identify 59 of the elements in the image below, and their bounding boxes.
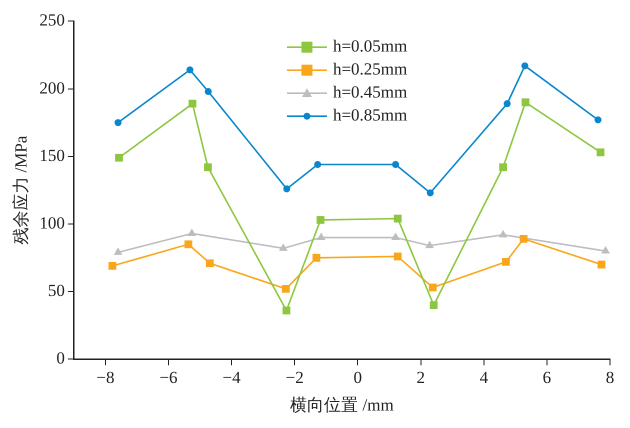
y-axis-title: 残余应力 /MPa — [12, 135, 31, 245]
point — [391, 232, 400, 240]
x-tick-label: 4 — [480, 368, 489, 387]
legend-label: h=0.25mm — [332, 60, 408, 79]
point — [206, 259, 214, 268]
y-tick-label: 200 — [39, 78, 65, 98]
point — [598, 260, 606, 268]
x-tick-label: 6 — [542, 368, 552, 387]
point — [314, 161, 322, 168]
point — [282, 306, 290, 314]
point — [392, 161, 400, 168]
point — [312, 254, 320, 262]
point — [114, 247, 122, 255]
point — [425, 240, 434, 248]
legend-label: h=0.45mm — [332, 82, 408, 102]
point — [394, 214, 402, 222]
point — [594, 116, 602, 124]
y-tick-label: 150 — [39, 146, 65, 165]
x-tick-label: −4 — [222, 368, 242, 387]
point — [316, 216, 324, 224]
point — [283, 185, 290, 192]
y-tick-label: 0 — [56, 348, 65, 368]
point — [204, 163, 212, 172]
x-tick-label: 8 — [606, 368, 614, 387]
point — [502, 258, 510, 266]
point — [430, 301, 438, 310]
point — [114, 119, 122, 126]
point — [115, 154, 123, 162]
point — [204, 88, 212, 96]
x-axis-title: 横向位置 /mm — [290, 395, 394, 414]
point — [188, 100, 196, 108]
legend-label: h=0.85mm — [332, 106, 408, 125]
x-tick-label: 0 — [353, 368, 362, 387]
point — [521, 62, 528, 70]
point — [499, 163, 507, 172]
x-tick-label: −6 — [159, 368, 178, 387]
point — [394, 252, 402, 260]
point — [188, 228, 196, 236]
y-tick-label: 100 — [39, 213, 65, 232]
x-tick-label: −8 — [96, 368, 114, 387]
point — [108, 262, 116, 270]
point — [498, 230, 508, 238]
y-tick-label: 50 — [48, 281, 65, 300]
point — [522, 98, 530, 106]
y-tick-label: 250 — [39, 10, 65, 30]
point — [316, 232, 326, 240]
point — [520, 234, 528, 243]
point — [282, 285, 290, 293]
point — [601, 246, 610, 254]
point — [504, 100, 511, 108]
legend-label: h=0.05mm — [332, 36, 408, 56]
x-tick-label: −2 — [286, 368, 304, 387]
point — [184, 240, 192, 248]
x-tick-label: 2 — [416, 368, 426, 387]
point — [428, 284, 437, 292]
point — [426, 189, 434, 196]
point — [186, 66, 194, 74]
point — [278, 243, 288, 251]
point — [596, 148, 604, 156]
